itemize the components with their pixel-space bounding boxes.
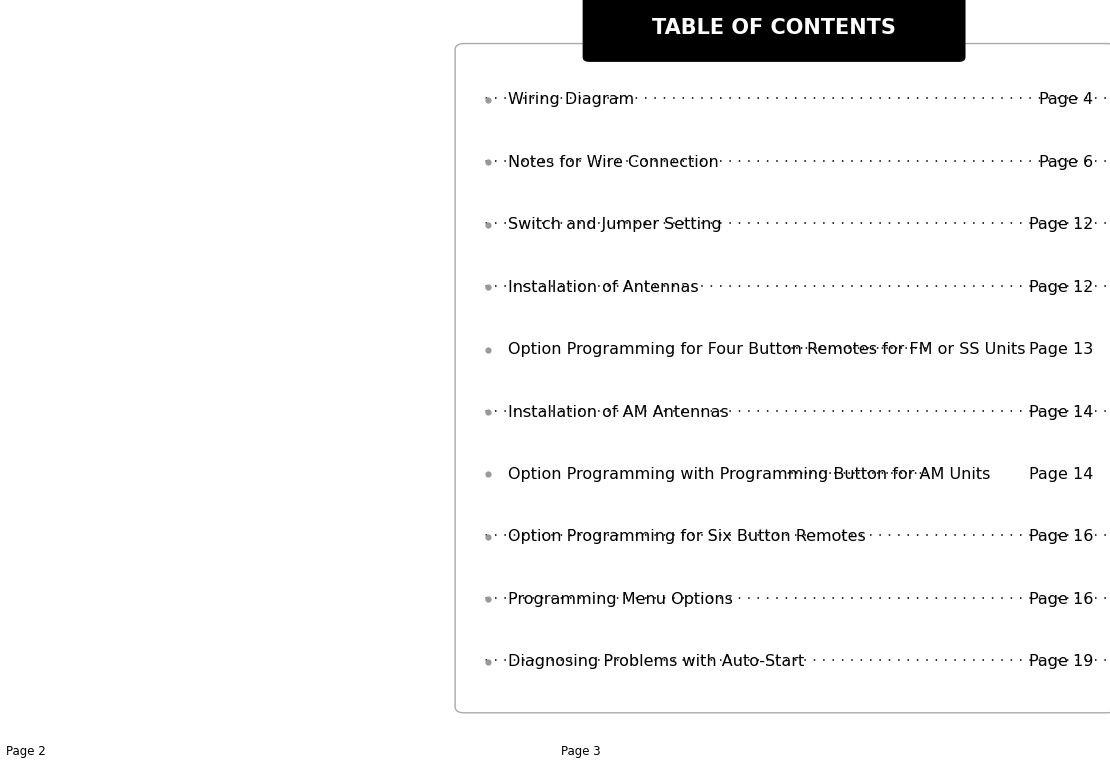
Text: Option Programming for Six Button Remotes: Option Programming for Six Button Remote… [508, 529, 866, 545]
Text: TABLE OF CONTENTS: TABLE OF CONTENTS [653, 18, 896, 38]
Text: Page 2: Page 2 [6, 745, 46, 758]
Text: · · · · · · · · · · · · · · · · · · · · · · · · · · · · · · · · · · · · · · · · : · · · · · · · · · · · · · · · · · · · · … [484, 92, 1110, 108]
Text: · · · · · · · · · · · · · · · · · · · · · · · · · · · · · · · · · · · · · · · · : · · · · · · · · · · · · · · · · · · · · … [484, 405, 1110, 419]
Text: Page 13: Page 13 [1029, 342, 1093, 357]
Text: · · · · · · · · · · · · · · · · · · · · · · · · · · · · · · · · · · · · · · · · : · · · · · · · · · · · · · · · · · · · · … [484, 592, 1110, 607]
Text: ······························: ······························ [785, 342, 928, 357]
Text: Switch and Jumper Setting: Switch and Jumper Setting [508, 217, 722, 232]
Text: Page 12: Page 12 [1029, 217, 1093, 232]
Text: · · · · · · · · · · · · · · · · · · · · · · · · · · · · · · · · · · · · · · · · : · · · · · · · · · · · · · · · · · · · · … [484, 280, 1110, 295]
FancyBboxPatch shape [583, 0, 966, 62]
Text: Page 12: Page 12 [1029, 280, 1093, 295]
Text: Page 6: Page 6 [1039, 155, 1093, 170]
Text: Notes for Wire Connection: Notes for Wire Connection [508, 155, 719, 170]
Text: Diagnosing Problems with Auto-Start: Diagnosing Problems with Auto-Start [508, 654, 805, 669]
FancyBboxPatch shape [455, 44, 1110, 713]
Text: Page 14: Page 14 [1029, 467, 1093, 482]
Text: Option Programming with Programming Button for AM Units: Option Programming with Programming Butt… [508, 467, 991, 482]
Text: Wiring Diagram: Wiring Diagram [508, 92, 635, 108]
Text: Installation of Antennas: Installation of Antennas [508, 280, 699, 295]
Text: Programming Menu Options: Programming Menu Options [508, 592, 734, 607]
Text: Installation of AM Antennas: Installation of AM Antennas [508, 405, 729, 419]
Text: · · · · · · · · · · · · · · · · · · · · · · · · · · · · · · · · · · · · · · · · : · · · · · · · · · · · · · · · · · · · · … [484, 155, 1110, 170]
Text: Page 19: Page 19 [1029, 654, 1093, 669]
Text: Page 16: Page 16 [1029, 529, 1093, 545]
Text: ······························: ······························ [785, 467, 928, 482]
Text: Page 3: Page 3 [561, 745, 601, 758]
Text: Page 14: Page 14 [1029, 405, 1093, 419]
Text: Option Programming for Four Button Remotes for FM or SS Units: Option Programming for Four Button Remot… [508, 342, 1026, 357]
Text: · · · · · · · · · · · · · · · · · · · · · · · · · · · · · · · · · · · · · · · · : · · · · · · · · · · · · · · · · · · · · … [484, 529, 1110, 545]
Text: Page 16: Page 16 [1029, 592, 1093, 607]
Text: Page 4: Page 4 [1039, 92, 1093, 108]
Text: · · · · · · · · · · · · · · · · · · · · · · · · · · · · · · · · · · · · · · · · : · · · · · · · · · · · · · · · · · · · · … [484, 654, 1110, 669]
Text: · · · · · · · · · · · · · · · · · · · · · · · · · · · · · · · · · · · · · · · · : · · · · · · · · · · · · · · · · · · · · … [484, 217, 1110, 232]
